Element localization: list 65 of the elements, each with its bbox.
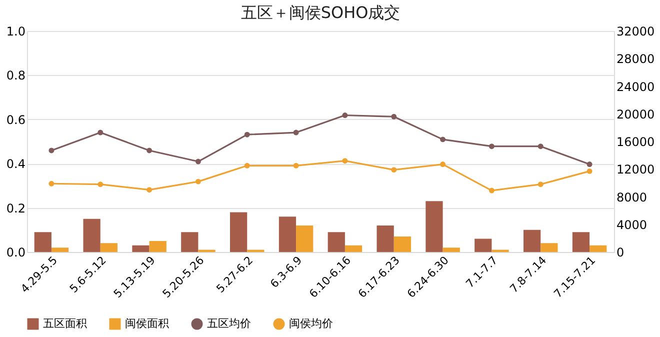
bar	[524, 230, 541, 252]
point	[538, 144, 544, 150]
point	[488, 188, 494, 194]
point	[342, 112, 348, 118]
y2-tick-label: 20000	[616, 107, 655, 122]
legend-label: 闽侯面积	[125, 317, 169, 330]
bar	[376, 225, 394, 252]
point	[48, 148, 54, 154]
point	[586, 168, 592, 174]
y-tick-label: 0.6	[6, 112, 26, 127]
point	[195, 178, 201, 184]
y-tick-label: 0.2	[6, 201, 26, 216]
y2-tick-label: 0	[616, 246, 624, 260]
bar	[132, 245, 150, 252]
point	[98, 182, 104, 188]
point	[586, 162, 592, 168]
bar	[34, 232, 52, 252]
y2-tick-label: 8000	[616, 190, 648, 204]
y2-tick-label: 32000	[616, 24, 655, 38]
y-tick-label: 0.4	[6, 157, 26, 172]
bar	[181, 232, 198, 252]
y2-tick-label: 12000	[616, 162, 655, 177]
point	[538, 182, 544, 188]
point	[293, 162, 299, 168]
bar	[83, 218, 100, 252]
bar	[540, 243, 558, 252]
point	[440, 162, 446, 168]
y-tick-label: 0.8	[6, 68, 26, 83]
bar	[572, 232, 590, 252]
bar	[51, 248, 69, 252]
bar	[394, 236, 411, 252]
point	[440, 136, 446, 142]
bar	[474, 238, 492, 252]
point	[98, 130, 104, 136]
point	[488, 144, 494, 150]
bar	[100, 243, 118, 252]
point	[293, 130, 299, 136]
point	[342, 158, 348, 164]
bar	[426, 201, 443, 252]
point	[244, 132, 250, 138]
bar	[344, 245, 362, 252]
point	[391, 114, 397, 120]
bar	[328, 232, 345, 252]
point	[244, 162, 250, 168]
bar	[278, 216, 296, 252]
y-tick-label: 1.0	[6, 24, 26, 38]
bar	[149, 240, 166, 252]
legend-label: 闽侯均价	[289, 317, 333, 330]
bar	[230, 212, 248, 252]
y2-tick-label: 24000	[616, 80, 655, 94]
y2-tick-label: 28000	[616, 52, 655, 66]
chart-title: 五区＋闽侯SOHO成交	[240, 3, 400, 22]
point	[391, 167, 397, 173]
bar	[590, 245, 607, 252]
point	[146, 148, 152, 154]
point	[48, 180, 54, 186]
bar	[442, 248, 460, 252]
y2-tick-label: 4000	[616, 218, 648, 232]
point	[146, 187, 152, 193]
point	[195, 158, 201, 164]
y-tick-label: 0.0	[6, 246, 26, 260]
bar	[296, 225, 314, 252]
legend-label: 五区均价	[207, 317, 251, 330]
y2-tick-label: 16000	[616, 135, 655, 149]
legend-label: 五区面积	[43, 317, 87, 330]
